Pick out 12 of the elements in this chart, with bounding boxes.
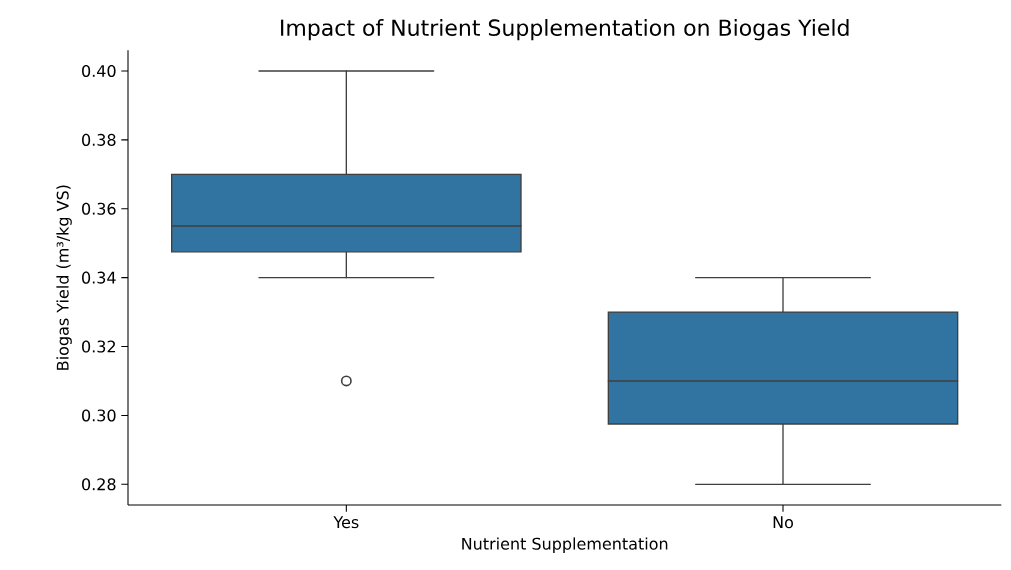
x-tick-label: No	[773, 516, 793, 529]
y-axis-title: Biogas Yield (m³/kg VS)	[56, 185, 72, 370]
y-tick-label: 0.34	[82, 271, 116, 284]
x-axis-title: Nutrient Supplementation	[462, 537, 668, 553]
x-tick-label: Yes	[333, 516, 359, 529]
y-tick-label: 0.32	[82, 340, 116, 353]
y-tick-label: 0.28	[82, 478, 116, 491]
y-tick-label: 0.30	[82, 409, 116, 422]
y-tick-label: 0.36	[82, 202, 116, 215]
chart-title: Impact of Nutrient Supplementation on Biogas Yield	[281, 19, 849, 41]
y-tick-label: 0.38	[82, 133, 116, 146]
y-tick-label: 0.40	[82, 64, 116, 78]
